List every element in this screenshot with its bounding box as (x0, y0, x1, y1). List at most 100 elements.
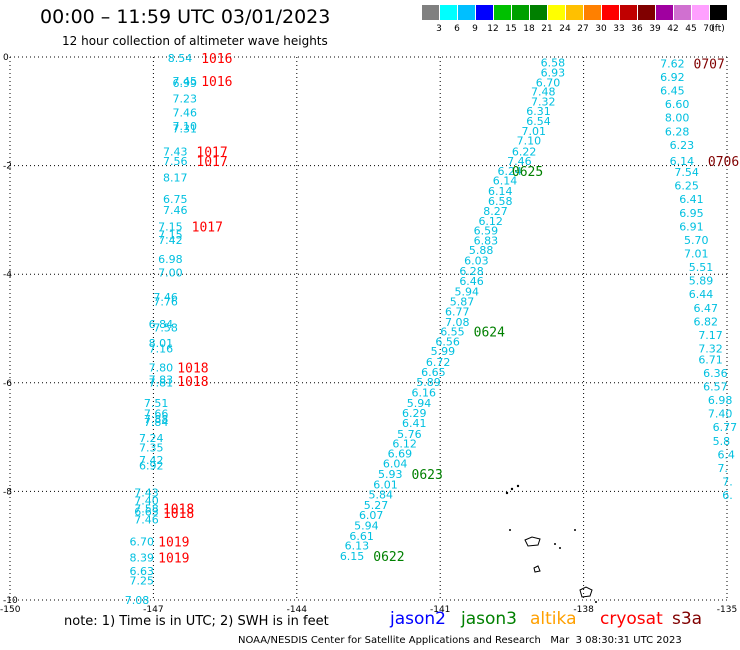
wave-height-value: 7.10 (517, 135, 542, 148)
legend-swatch (710, 5, 727, 20)
wave-height-value: 6.63 (134, 505, 159, 518)
wave-height-value: 6.41 (402, 417, 427, 430)
wave-height-value: 7.16 (149, 343, 174, 356)
wave-height-value: 7.54 (674, 166, 699, 179)
wave-height-value: 7.45 (173, 75, 198, 88)
legend-swatch (548, 5, 565, 20)
wave-height-value: 8.17 (163, 171, 188, 184)
legend-label: 6 (454, 24, 460, 34)
wave-height-value: 7.42 (139, 454, 164, 467)
wave-height-value: 6.93 (541, 67, 566, 80)
island-shape (533, 565, 541, 573)
wave-height-value: 7.24 (139, 432, 164, 445)
wave-height-value: 6.72 (426, 356, 451, 369)
wave-height-value: 6.14 (493, 175, 518, 188)
wave-height-value: 7.23 (173, 93, 198, 106)
wave-height-value: 7.80 (149, 362, 174, 375)
wave-height-value: 7.00 (158, 266, 183, 279)
wave-height-value: 7.46 (163, 204, 188, 217)
time-labels: 1016101610171017101710181018101810181019… (158, 52, 739, 567)
wave-height-value: 7.40 (134, 495, 159, 508)
wave-height-value: 6.77 (445, 306, 470, 319)
satellite-jason2: jason2 (390, 609, 446, 629)
wave-height-value: 7.81 (149, 377, 174, 390)
wave-height-value: 6.55 (440, 326, 465, 339)
lon-tick-label: -150 (0, 605, 21, 615)
pass-time-label: 1016 (201, 75, 232, 90)
wave-height-value: 6.45 (660, 85, 685, 98)
wave-height-value: 7. (717, 462, 728, 475)
wave-height-value: 6.28 (459, 265, 484, 278)
wave-height-value: 5.99 (431, 345, 456, 358)
wave-height-value: 6.59 (474, 225, 499, 238)
wave-height-value: 7.58 (134, 503, 159, 516)
wave-height-value: 6.98 (708, 394, 733, 407)
wave-height-value: 7.08 (125, 594, 150, 607)
wave-height-value: 8.54 (168, 52, 193, 65)
track-middle: 6.586.936.707.487.326.316.547.017.106.22… (340, 56, 565, 563)
legend-swatch (494, 5, 511, 20)
pass-time-label: 1017 (192, 220, 223, 235)
legend-swatch (656, 5, 673, 20)
wave-height-value: 7.40 (708, 408, 733, 421)
legend-swatch (566, 5, 583, 20)
pass-time-label: 1018 (163, 503, 194, 518)
island-dot (554, 543, 556, 545)
wave-height-value: 7.35 (139, 441, 164, 454)
island-dot (505, 491, 509, 495)
pass-time-label: 0624 (474, 326, 505, 341)
legend-label: 70 (703, 24, 715, 34)
legend-swatch (692, 5, 709, 20)
pass-time-label: 0622 (373, 550, 404, 565)
track-right: 7.626.926.456.608.006.286.23 6.147.546.25… (660, 57, 737, 502)
wave-height-value: 6.83 (474, 234, 499, 247)
pass-time-label: 0623 (412, 468, 443, 483)
legend-label: 39 (649, 24, 661, 34)
wave-height-value: 7.42 (158, 234, 183, 247)
wave-height-value: 8.01 (149, 337, 174, 350)
wave-height-value: 6.58 (488, 195, 513, 208)
wave-height-value: 6.95 (679, 207, 704, 220)
wave-height-value: 7.84 (144, 416, 169, 429)
islands (505, 484, 597, 603)
legend-label: 36 (631, 24, 643, 34)
wave-height-value: 6.70 (130, 535, 155, 548)
pass-time-label: 0706 (708, 155, 739, 170)
wave-height-value: 6.82 (694, 315, 719, 328)
page-title: 00:00 – 11:59 UTC 03/01/2023 (40, 6, 331, 28)
legend-swatch (674, 5, 691, 20)
wave-height-value: 7.46 (173, 106, 198, 119)
legend-swatch (422, 5, 439, 20)
map-grid (9, 56, 728, 601)
lon-tick-label: -144 (287, 605, 308, 615)
wave-height-value: 7.32 (698, 343, 723, 356)
lat-tick-label: -2 (3, 162, 12, 172)
altimeter-tracks: 8.547.456.997.237.467.107.317.437.568.17… (125, 52, 737, 607)
wave-height-value: 5.27 (364, 499, 389, 512)
wave-height-value: 7.56 (163, 155, 188, 168)
wave-height-value: 7.17 (698, 329, 723, 342)
pass-time-label: 0625 (512, 165, 543, 180)
legend-label: 45 (685, 24, 697, 34)
wave-height-value: 6.14 (670, 155, 695, 168)
wave-height-value: 6.46 (459, 275, 484, 288)
legend-label: 21 (541, 24, 553, 34)
pass-time-label: 0707 (694, 57, 725, 72)
pass-time-label: 1018 (163, 507, 194, 522)
wave-height-value: 5.76 (397, 428, 422, 441)
wave-height-value: 6.16 (412, 386, 437, 399)
wave-height-value: 7.01 (521, 125, 546, 138)
wave-height-value: 6.03 (464, 255, 489, 268)
wave-height-value: 7.62 (660, 57, 685, 70)
lat-tick-label: 0 (3, 53, 9, 63)
wave-height-value: 7.31 (173, 123, 198, 136)
wave-height-value: 5.94 (407, 397, 432, 410)
wave-height-value: 7.25 (130, 574, 155, 587)
wave-height-value: 7.43 (134, 486, 159, 499)
wave-height-value: 6.28 (665, 125, 690, 138)
wave-height-value: 6.41 (679, 193, 704, 206)
legend-swatch (458, 5, 475, 20)
wave-height-value: 5.94 (455, 285, 480, 298)
wave-height-value: 6.47 (694, 302, 719, 315)
